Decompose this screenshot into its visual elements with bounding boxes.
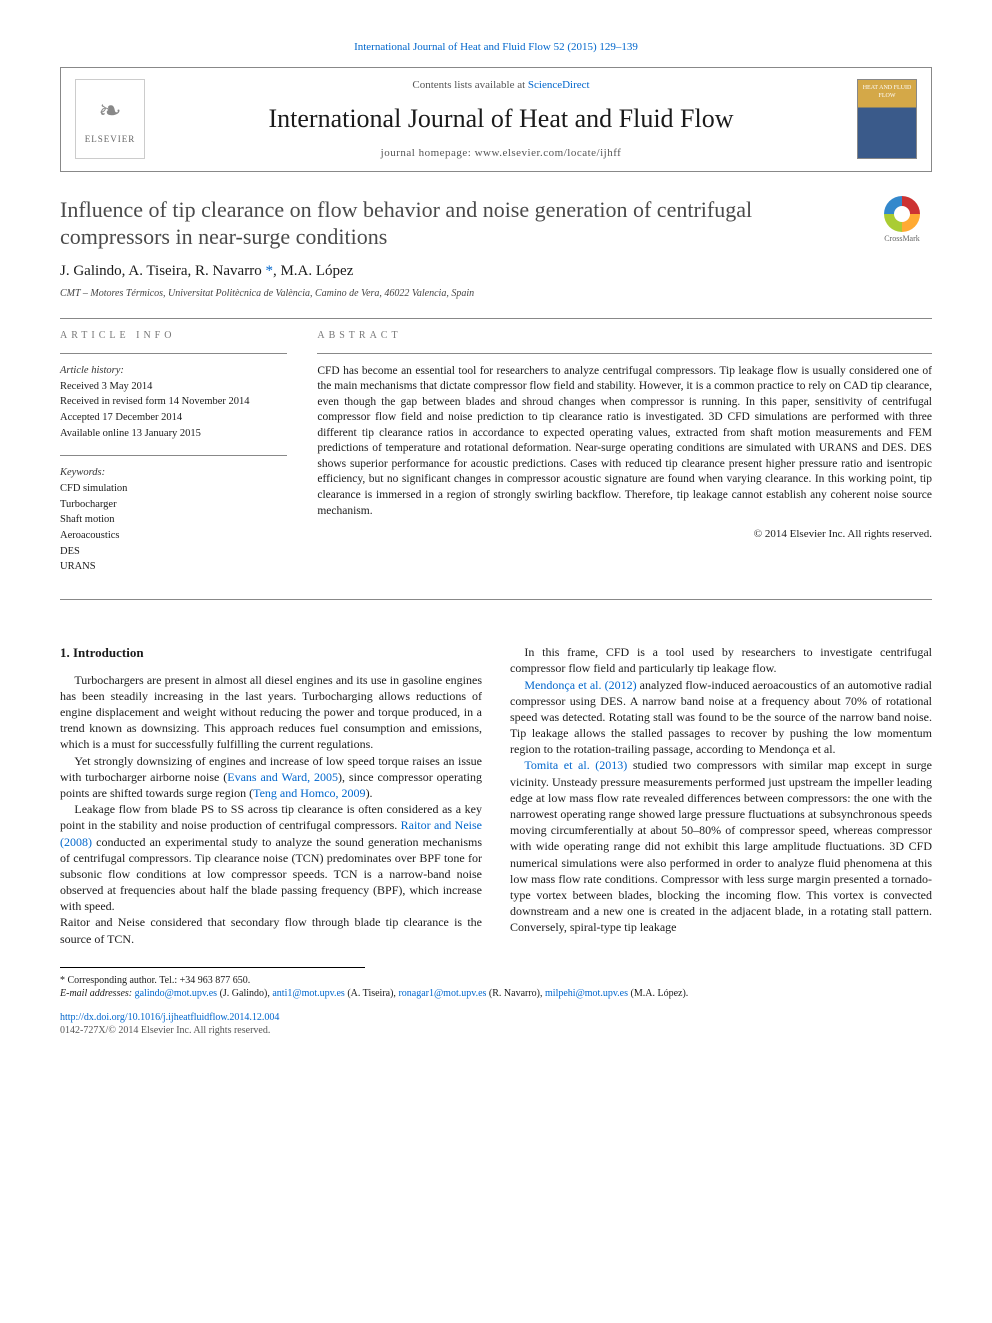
corresponding-mark: * xyxy=(265,263,273,279)
keywords-block: Keywords: CFD simulation Turbocharger Sh… xyxy=(60,466,287,575)
intro-p3: Leakage flow from blade PS to SS across … xyxy=(60,801,482,914)
keyword-4: Aeroacoustics xyxy=(60,529,287,544)
p2-text-c: ). xyxy=(366,786,373,800)
contents-available-line: Contents lists available at ScienceDirec… xyxy=(155,78,847,93)
email-name-4: (M.A. López). xyxy=(628,988,688,999)
keyword-2: Turbocharger xyxy=(60,498,287,513)
author-3: R. Navarro xyxy=(195,263,262,279)
doi-link[interactable]: http://dx.doi.org/10.1016/j.ijheatfluidf… xyxy=(60,1012,279,1023)
history-accepted: Accepted 17 December 2014 xyxy=(60,411,287,426)
info-divider-1 xyxy=(60,353,287,354)
email-4[interactable]: milpehi@mot.upv.es xyxy=(545,988,628,999)
journal-header-box: ❧ ELSEVIER Contents lists available at S… xyxy=(60,67,932,172)
intro-p1: Turbochargers are present in almost all … xyxy=(60,672,482,753)
doi-block: http://dx.doi.org/10.1016/j.ijheatfluidf… xyxy=(60,1011,932,1038)
abstract-head: ABSTRACT xyxy=(317,329,932,343)
cite-teng-homco[interactable]: Teng and Homco, 2009 xyxy=(253,786,365,800)
homepage-prefix: journal homepage: xyxy=(381,147,475,159)
elsevier-tree-icon: ❧ xyxy=(98,93,121,131)
cite-evans-ward[interactable]: Evans and Ward, 2005 xyxy=(227,770,338,784)
title-row: Influence of tip clearance on flow behav… xyxy=(60,196,932,251)
keywords-label: Keywords: xyxy=(60,466,287,481)
keyword-6: URANS xyxy=(60,560,287,575)
email-name-3: (R. Navarro), xyxy=(486,988,545,999)
history-online: Available online 13 January 2015 xyxy=(60,427,287,442)
cite-tomita[interactable]: Tomita et al. (2013) xyxy=(524,758,627,772)
p3-text-b: conducted an experimental study to analy… xyxy=(60,835,482,914)
crossmark-label: CrossMark xyxy=(884,234,920,245)
email-label: E-mail addresses: xyxy=(60,988,132,999)
header-center: Contents lists available at ScienceDirec… xyxy=(145,78,857,161)
divider-bottom xyxy=(60,599,932,600)
intro-p2: Yet strongly downsizing of engines and i… xyxy=(60,753,482,802)
abstract-copyright: © 2014 Elsevier Inc. All rights reserved… xyxy=(317,527,932,542)
elsevier-label: ELSEVIER xyxy=(85,133,136,145)
abstract-column: ABSTRACT CFD has become an essential too… xyxy=(317,329,932,589)
email-name-2: (A. Tiseira), xyxy=(345,988,399,999)
abstract-text: CFD has become an essential tool for res… xyxy=(317,364,932,519)
history-label: Article history: xyxy=(60,364,287,379)
history-block: Article history: Received 3 May 2014 Rec… xyxy=(60,364,287,441)
keyword-5: DES xyxy=(60,545,287,560)
keyword-3: Shaft motion xyxy=(60,513,287,528)
elsevier-logo: ❧ ELSEVIER xyxy=(75,79,145,159)
footnote-separator xyxy=(60,967,365,968)
issn-copyright: 0142-727X/© 2014 Elsevier Inc. All right… xyxy=(60,1025,270,1036)
author-4: M.A. López xyxy=(280,263,353,279)
history-revised: Received in revised form 14 November 201… xyxy=(60,395,287,410)
article-info-column: ARTICLE INFO Article history: Received 3… xyxy=(60,329,287,589)
crossmark-badge[interactable]: CrossMark xyxy=(872,196,932,246)
author-2: A. Tiseira xyxy=(128,263,187,279)
section-1-heading: 1. Introduction xyxy=(60,644,482,662)
article-title: Influence of tip clearance on flow behav… xyxy=(60,196,872,251)
email-3[interactable]: ronagar1@mot.upv.es xyxy=(398,988,486,999)
journal-homepage-line: journal homepage: www.elsevier.com/locat… xyxy=(155,146,847,161)
journal-name: International Journal of Heat and Fluid … xyxy=(155,101,847,136)
intro-p5: In this frame, CFD is a tool used by res… xyxy=(510,644,932,676)
body-text: 1. Introduction Turbochargers are presen… xyxy=(60,644,932,947)
intro-p6: Mendonça et al. (2012) analyzed flow-ind… xyxy=(510,677,932,758)
citation-header: International Journal of Heat and Fluid … xyxy=(60,40,932,55)
journal-cover-thumbnail: HEAT AND FLUID FLOW xyxy=(857,79,917,159)
email-name-1: (J. Galindo), xyxy=(217,988,272,999)
keyword-1: CFD simulation xyxy=(60,482,287,497)
info-abstract-row: ARTICLE INFO Article history: Received 3… xyxy=(60,329,932,589)
email-addresses: E-mail addresses: galindo@mot.upv.es (J.… xyxy=(60,987,932,1001)
author-1: J. Galindo xyxy=(60,263,122,279)
intro-p4: Raitor and Neise considered that seconda… xyxy=(60,914,482,946)
homepage-url: www.elsevier.com/locate/ijhff xyxy=(475,147,622,159)
cite-mendonca[interactable]: Mendonça et al. (2012) xyxy=(524,678,636,692)
article-info-head: ARTICLE INFO xyxy=(60,329,287,343)
intro-p7: Tomita et al. (2013) studied two compres… xyxy=(510,757,932,935)
p7-text: studied two compressors with similar map… xyxy=(510,758,932,934)
sciencedirect-link[interactable]: ScienceDirect xyxy=(528,79,590,91)
email-1[interactable]: galindo@mot.upv.es xyxy=(135,988,217,999)
crossmark-icon xyxy=(884,196,920,232)
info-divider-2 xyxy=(60,455,287,456)
divider-top xyxy=(60,318,932,319)
affiliation: CMT – Motores Térmicos, Universitat Poli… xyxy=(60,287,932,301)
footnotes: * Corresponding author. Tel.: +34 963 87… xyxy=(60,974,932,1001)
contents-prefix: Contents lists available at xyxy=(412,79,527,91)
corresponding-author-note: * Corresponding author. Tel.: +34 963 87… xyxy=(60,974,932,988)
abstract-divider xyxy=(317,353,932,354)
history-received: Received 3 May 2014 xyxy=(60,380,287,395)
email-2[interactable]: anti1@mot.upv.es xyxy=(272,988,344,999)
authors-line: J. Galindo, A. Tiseira, R. Navarro *, M.… xyxy=(60,261,932,281)
